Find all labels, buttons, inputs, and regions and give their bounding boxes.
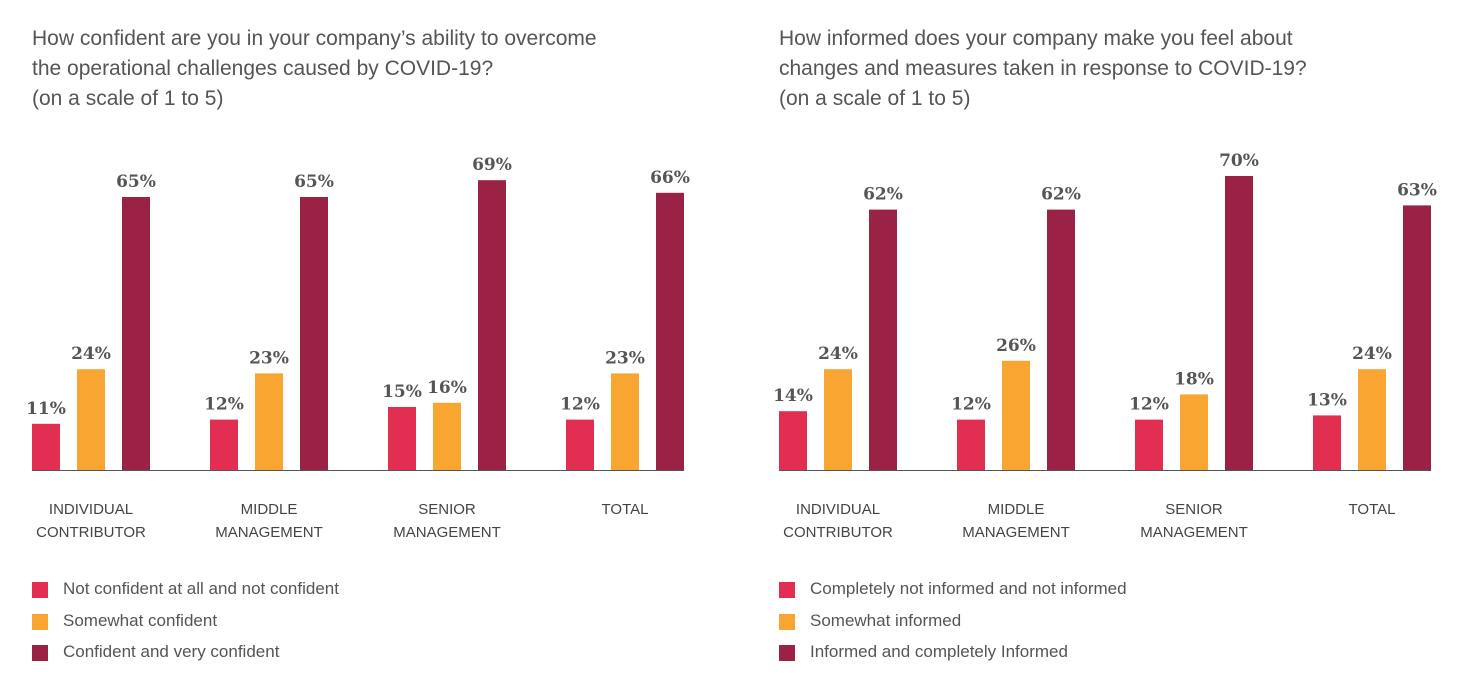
data-label: 69% xyxy=(472,155,512,175)
chart-title: How confident are you in your company’s … xyxy=(32,24,712,114)
category-tick-label: INDIVIDUAL xyxy=(796,501,880,518)
category-tick-label: MANAGEMENT xyxy=(1140,524,1248,541)
data-label: 62% xyxy=(1041,185,1081,205)
category-tick-label: TOTAL xyxy=(1349,501,1396,518)
bar-informed-and-completely-informed-total xyxy=(1403,205,1431,470)
bar-not-confident-at-all-and-not-confident-total xyxy=(566,419,594,470)
bar-confident-and-very-confident-total xyxy=(656,192,684,471)
bar-not-confident-at-all-and-not-confident-senior-management xyxy=(388,407,416,470)
data-label: 66% xyxy=(650,168,690,188)
data-label: 70% xyxy=(1219,151,1259,171)
bar-chart: 11% 24% 65% INDIVIDUAL CONTRIBUTOR 12% 23% 65% M… xyxy=(26,155,690,541)
data-label: 15% xyxy=(382,382,422,402)
bar-not-confident-at-all-and-not-confident-middle-management xyxy=(210,419,238,470)
category-tick-label: INDIVIDUAL xyxy=(49,501,133,518)
chart-title-line: the operational challenges caused by COV… xyxy=(32,57,494,80)
bar-informed-and-completely-informed-middle-management xyxy=(1047,209,1075,470)
bar-somewhat-confident-individual-contributor xyxy=(77,369,105,470)
bar-informed-and-completely-informed-senior-management xyxy=(1225,176,1253,470)
legend-label: Somewhat informed xyxy=(810,610,962,630)
bar-informed-and-completely-informed-individual-contributor xyxy=(869,209,897,470)
data-label: 24% xyxy=(1352,344,1392,364)
category-tick-label: TOTAL xyxy=(602,501,649,518)
data-label: 11% xyxy=(26,399,66,419)
chart-title-line: changes and measures taken in response t… xyxy=(779,57,1307,80)
bar-not-confident-at-all-and-not-confident-individual-contributor xyxy=(32,423,60,470)
data-label: 12% xyxy=(951,395,991,415)
category-tick-label: SENIOR xyxy=(1165,501,1223,518)
bar-confident-and-very-confident-individual-contributor xyxy=(122,197,150,470)
data-label: 12% xyxy=(560,395,600,415)
bar-confident-and-very-confident-middle-management xyxy=(300,197,328,470)
data-label: 65% xyxy=(116,172,156,192)
data-label: 16% xyxy=(427,378,467,398)
data-label: 62% xyxy=(863,185,903,205)
bar-somewhat-informed-middle-management xyxy=(1002,360,1030,470)
legend-label: Somewhat confident xyxy=(63,610,218,630)
legend-swatch xyxy=(779,645,795,661)
data-label: 26% xyxy=(996,336,1036,356)
bar-somewhat-confident-total xyxy=(611,373,639,470)
category-tick-label: MANAGEMENT xyxy=(215,524,323,541)
category-tick-label: MIDDLE xyxy=(988,501,1045,518)
bar-chart: 14% 24% 62% INDIVIDUAL CONTRIBUTOR 12% 26% 62% M… xyxy=(773,151,1437,541)
chart-title-line: How confident are you in your company’s … xyxy=(32,27,597,50)
legend-swatch xyxy=(779,582,795,598)
chart-panel-informed: How informed does your company make you … xyxy=(773,0,1458,688)
category-tick-label: MANAGEMENT xyxy=(962,524,1070,541)
category-tick-label: MANAGEMENT xyxy=(393,524,501,541)
chart-title-line: (on a scale of 1 to 5) xyxy=(32,87,224,110)
legend-label: Not confident at all and not confident xyxy=(63,579,339,598)
bar-somewhat-informed-total xyxy=(1358,369,1386,470)
data-label: 65% xyxy=(294,172,334,192)
data-label: 14% xyxy=(773,386,813,406)
bar-completely-not-informed-and-not-informed-individual-contributor xyxy=(779,411,807,470)
bar-completely-not-informed-and-not-informed-middle-management xyxy=(957,419,985,470)
data-label: 12% xyxy=(1129,395,1169,415)
bar-somewhat-confident-senior-management xyxy=(433,402,461,470)
bar-somewhat-informed-individual-contributor xyxy=(824,369,852,470)
data-label: 23% xyxy=(249,348,289,368)
bar-completely-not-informed-and-not-informed-senior-management xyxy=(1135,419,1163,470)
bar-somewhat-confident-middle-management xyxy=(255,373,283,470)
chart-title-line: (on a scale of 1 to 5) xyxy=(779,87,971,110)
data-label: 12% xyxy=(204,395,244,415)
legend-swatch xyxy=(32,645,48,661)
data-label: 18% xyxy=(1174,369,1214,389)
data-label: 24% xyxy=(818,344,858,364)
data-label: 24% xyxy=(71,344,111,364)
data-label: 63% xyxy=(1397,180,1437,200)
legend-swatch xyxy=(32,613,48,630)
bar-confident-and-very-confident-senior-management xyxy=(478,180,506,470)
bar-somewhat-informed-senior-management xyxy=(1180,394,1208,470)
category-tick-label: SENIOR xyxy=(418,501,476,518)
chart-panel-confidence: How confident are you in your company’s … xyxy=(26,0,732,688)
bar-completely-not-informed-and-not-informed-total xyxy=(1313,415,1341,470)
legend-swatch xyxy=(32,582,48,598)
data-label: 13% xyxy=(1307,390,1347,410)
category-tick-label: CONTRIBUTOR xyxy=(783,524,893,541)
legend-label: Completely not informed and not informed xyxy=(810,579,1127,598)
chart-title-line: How informed does your company make you … xyxy=(779,27,1293,50)
category-tick-label: CONTRIBUTOR xyxy=(36,524,146,541)
category-tick-label: MIDDLE xyxy=(241,501,298,518)
data-label: 23% xyxy=(605,348,645,368)
legend-swatch xyxy=(779,613,795,630)
legend-label: Confident and very confident xyxy=(63,642,280,661)
chart-title: How informed does your company make you … xyxy=(779,24,1458,114)
legend-label: Informed and completely Informed xyxy=(810,642,1068,661)
